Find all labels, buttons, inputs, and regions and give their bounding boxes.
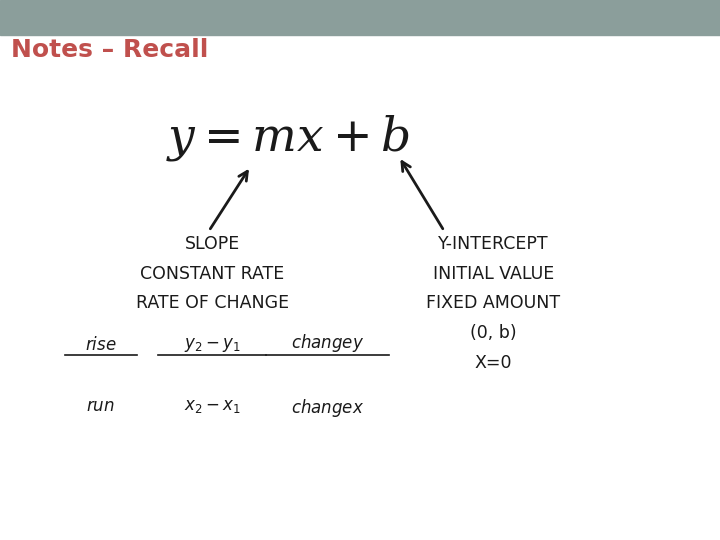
Text: CONSTANT RATE: CONSTANT RATE	[140, 265, 284, 282]
Text: Notes – Recall: Notes – Recall	[11, 38, 208, 62]
Text: $y = mx + b$: $y = mx + b$	[166, 113, 410, 163]
Text: FIXED AMOUNT: FIXED AMOUNT	[426, 294, 560, 312]
Text: $\mathit{rise}$: $\mathit{rise}$	[85, 336, 117, 354]
Text: $\mathit{changey}$: $\mathit{changey}$	[291, 332, 364, 354]
Text: Y-INTERCEPT: Y-INTERCEPT	[438, 235, 549, 253]
Text: $\mathit{y_2-y_1}$: $\mathit{y_2-y_1}$	[184, 336, 240, 354]
Text: (0, b): (0, b)	[470, 324, 516, 342]
Text: X=0: X=0	[474, 354, 512, 372]
Text: INITIAL VALUE: INITIAL VALUE	[433, 265, 554, 282]
Text: $\mathit{x_2-x_1}$: $\mathit{x_2-x_1}$	[184, 397, 240, 415]
Text: $\mathit{run}$: $\mathit{run}$	[86, 397, 115, 415]
Text: RATE OF CHANGE: RATE OF CHANGE	[136, 294, 289, 312]
Text: SLOPE: SLOPE	[185, 235, 240, 253]
Bar	[0, 0, 720, 35]
Text: $\mathit{changex}$: $\mathit{changex}$	[291, 397, 364, 419]
